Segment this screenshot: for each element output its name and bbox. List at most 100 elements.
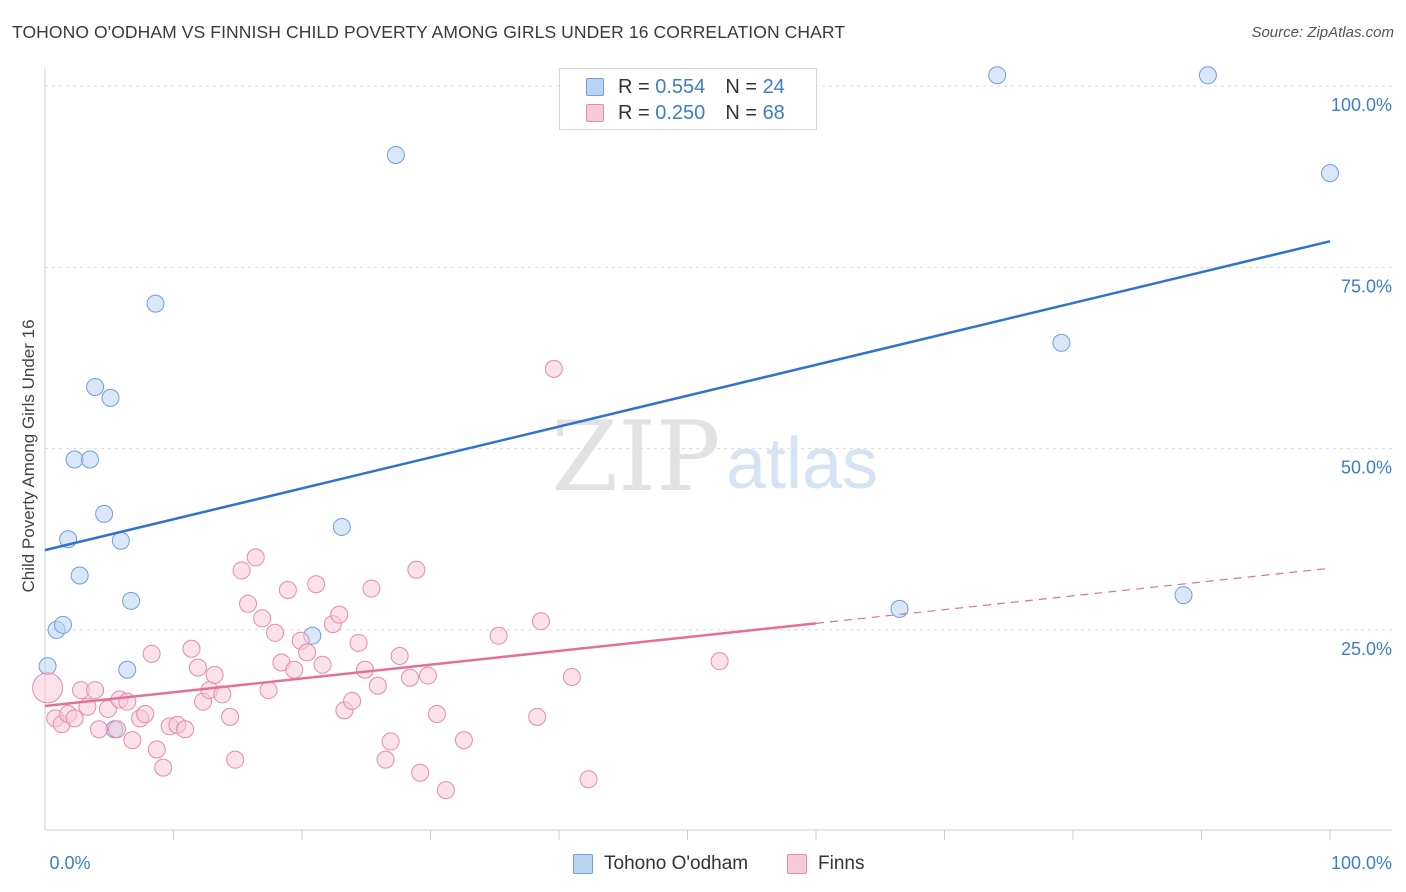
point-tohono [146, 294, 165, 313]
point-finns [89, 720, 108, 739]
trendline-tohono [44, 240, 1331, 552]
legend-n-value: 68 [762, 101, 785, 124]
point-tohono [1174, 586, 1193, 605]
legend-bottom-label-tohono: Tohono O'odham [604, 853, 749, 874]
point-finns [278, 581, 297, 600]
legend-bottom-swatch-tohono [573, 854, 593, 874]
point-finns [259, 681, 278, 700]
point-tohono [95, 504, 114, 523]
legend-top: R = 0.554 N = 24 R = 0.250 N = 68 [559, 68, 817, 130]
point-finns [368, 676, 387, 695]
point-finns [239, 594, 258, 613]
point-finns [182, 639, 201, 658]
point-finns [381, 732, 400, 751]
point-finns [266, 623, 285, 642]
point-finns [528, 707, 547, 726]
legend-row-tohono: R = 0.554 N = 24 [586, 75, 785, 99]
point-finns [343, 691, 362, 710]
legend-r-value: 0.554 [655, 75, 706, 98]
point-tohono [988, 66, 1007, 85]
trend-layer [44, 240, 1331, 708]
point-tohono [80, 450, 99, 469]
point-finns [221, 707, 240, 726]
point-finns [154, 758, 173, 777]
point-finns [253, 609, 272, 628]
point-finns [436, 781, 455, 800]
trendline-finns [44, 622, 817, 708]
x-tick-label: 0.0% [49, 853, 90, 873]
point-finns [123, 731, 142, 750]
point-finns [86, 681, 105, 700]
points-layer [32, 66, 1339, 800]
point-finns [313, 655, 332, 674]
point-tohono [70, 566, 89, 585]
y-tick-label: 75.0% [1341, 276, 1392, 296]
point-finns [32, 672, 64, 704]
legend-n-label: N = [725, 101, 757, 124]
grid-layer [45, 85, 1392, 631]
point-tohono [386, 146, 405, 165]
point-finns [407, 560, 426, 579]
point-finns [362, 579, 381, 598]
point-tohono [890, 599, 909, 618]
point-finns [188, 658, 207, 677]
point-tohono [1052, 333, 1071, 352]
point-finns [142, 644, 161, 663]
legend-r-label: R = [618, 101, 650, 124]
y-tick-label: 50.0% [1341, 458, 1392, 478]
point-finns [107, 720, 126, 739]
point-finns [176, 720, 195, 739]
point-finns [285, 660, 304, 679]
point-finns [330, 605, 349, 624]
watermark: ZIP atlas [551, 401, 878, 513]
point-finns [710, 652, 729, 671]
point-finns [355, 660, 374, 679]
source-label: Source: ZipAtlas.com [1251, 24, 1394, 41]
point-finns [418, 666, 437, 685]
point-finns [65, 709, 84, 728]
point-finns [147, 740, 166, 759]
watermark-zip: ZIP [551, 401, 720, 513]
point-finns [226, 750, 245, 769]
y-tick-label: 100.0% [1331, 95, 1392, 115]
point-tohono [65, 450, 84, 469]
point-finns [136, 704, 155, 723]
point-finns [349, 633, 368, 652]
legend-r-value: 0.250 [655, 101, 706, 124]
point-tohono [1198, 66, 1217, 85]
legend-row-finns: R = 0.250 N = 68 [586, 101, 785, 125]
legend-n-label: N = [725, 75, 757, 98]
point-finns [376, 750, 395, 769]
point-finns [544, 359, 563, 378]
legend-r-label: R = [618, 75, 650, 98]
trendline-finns-extension [815, 567, 1331, 624]
x-tick-label: 100.0% [1331, 853, 1392, 873]
point-tohono [53, 615, 72, 634]
point-tohono [122, 591, 141, 610]
point-finns [400, 668, 419, 687]
legend-swatch-finns [586, 104, 604, 122]
point-finns [562, 668, 581, 687]
point-tohono [1321, 164, 1339, 183]
point-tohono [38, 657, 57, 676]
point-finns [246, 548, 265, 567]
point-finns [232, 561, 251, 580]
point-finns [532, 612, 551, 631]
legend-bottom-tohono: Tohono O'odham [573, 852, 748, 876]
point-finns [454, 731, 473, 750]
point-tohono [101, 388, 120, 407]
point-finns [298, 643, 317, 662]
point-finns [390, 646, 409, 665]
legend-bottom-finns: Finns [787, 852, 864, 876]
legend-n-value: 24 [762, 75, 785, 98]
legend-swatch-tohono [586, 78, 604, 96]
point-tohono [86, 378, 105, 397]
y-tick-label: 25.0% [1341, 639, 1392, 659]
point-finns [307, 575, 326, 594]
point-tohono [111, 531, 130, 550]
point-finns [205, 665, 224, 684]
legend-bottom-label-finns: Finns [818, 853, 865, 874]
point-finns [427, 704, 446, 723]
point-finns [489, 626, 508, 645]
